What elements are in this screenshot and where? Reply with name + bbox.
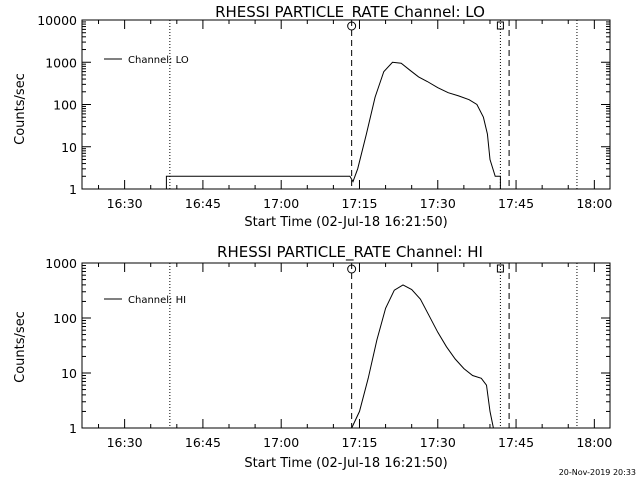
y-tick-label: 100 bbox=[53, 98, 77, 113]
x-tick-label: 16:30 bbox=[107, 435, 143, 450]
plot-frame bbox=[81, 19, 611, 190]
y-tick-label: 100 bbox=[53, 311, 77, 326]
series-line bbox=[351, 284, 494, 429]
panel-lo: RHESSI PARTICLE_RATE Channel: LO Start T… bbox=[13, 3, 612, 230]
y-tick-label: 1000 bbox=[45, 256, 77, 271]
flare-end-symbol bbox=[496, 264, 504, 273]
x-tick-label: 17:00 bbox=[263, 196, 299, 211]
x-tick-label: 16:30 bbox=[107, 196, 143, 211]
plot-frame bbox=[81, 262, 611, 429]
x-tick-label: 18:00 bbox=[576, 196, 612, 211]
x-tick-label: 17:15 bbox=[341, 196, 377, 211]
chart-title: RHESSI PARTICLE_RATE Channel: LO bbox=[215, 3, 485, 22]
x-tick-label: 17:15 bbox=[341, 435, 377, 450]
legend-label: Channel: LO bbox=[128, 55, 189, 66]
x-tick-label: 17:00 bbox=[263, 435, 299, 450]
y-tick-label: 10 bbox=[61, 140, 77, 155]
y-tick-label: 10 bbox=[61, 366, 77, 381]
flare-start-symbol bbox=[347, 21, 357, 31]
y-axis-label: Counts/sec bbox=[13, 311, 28, 383]
flare-start-symbol bbox=[347, 264, 357, 274]
x-tick-label: 17:30 bbox=[420, 196, 456, 211]
x-axis-label: Start Time (02-Jul-18 16:21:50) bbox=[244, 215, 447, 230]
y-axis-label: Counts/sec bbox=[13, 73, 28, 145]
plot-area: 16:30 16:45 17:00 17:15 17:30 17:45 18:00 1 10 10… bbox=[45, 256, 612, 450]
y-tick-label: 1 bbox=[69, 182, 77, 197]
series-line bbox=[82, 61, 537, 190]
x-tick-label: 17:45 bbox=[498, 435, 534, 450]
flare-end-symbol bbox=[496, 21, 504, 30]
y-tick-label: 10000 bbox=[37, 13, 77, 28]
x-tick-label: 16:45 bbox=[185, 435, 221, 450]
x-axis-label: Start Time (02-Jul-18 16:21:50) bbox=[244, 456, 447, 471]
x-tick-label: 16:45 bbox=[185, 196, 221, 211]
footer-timestamp: 20-Nov-2019 20:33 bbox=[559, 468, 636, 477]
panel-hi: RHESSI PARTICLE_RATE Channel: HI Start T… bbox=[13, 243, 612, 471]
x-tick-label: 17:45 bbox=[498, 196, 534, 211]
x-tick-label: 17:30 bbox=[420, 435, 456, 450]
x-tick-label: 18:00 bbox=[576, 435, 612, 450]
y-tick-label: 1000 bbox=[45, 55, 77, 70]
legend-label: Channel: HI bbox=[128, 295, 186, 306]
chart-title: RHESSI PARTICLE_RATE Channel: HI bbox=[217, 243, 483, 262]
y-tick-label: 1 bbox=[69, 421, 77, 436]
plot-area: 16:30 16:45 17:00 17:15 17:30 17:45 18:00 1 10 10… bbox=[37, 13, 612, 211]
